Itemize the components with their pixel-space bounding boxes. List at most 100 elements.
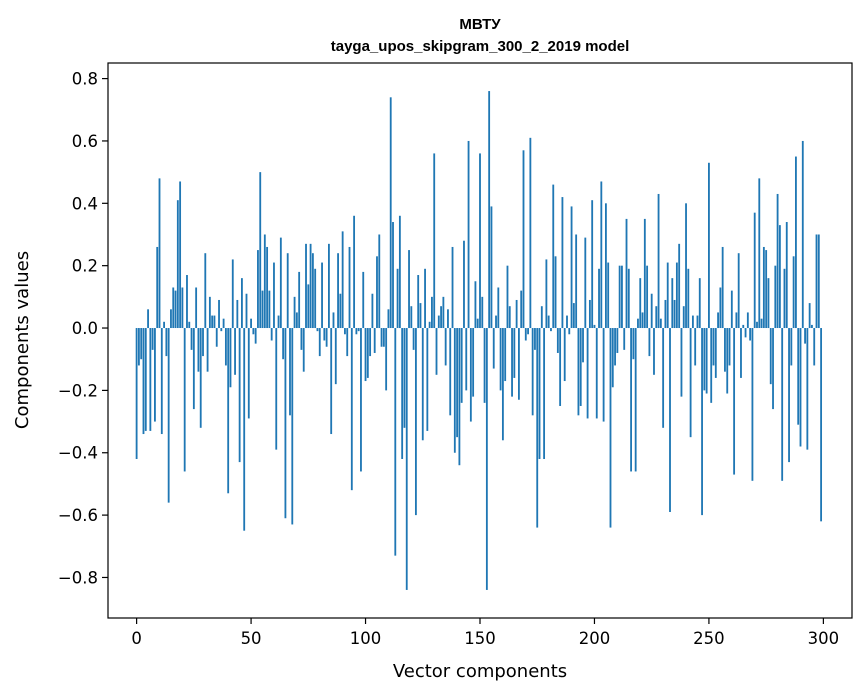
bar bbox=[325, 328, 328, 347]
bar bbox=[479, 153, 481, 329]
bar bbox=[410, 306, 413, 329]
bar bbox=[291, 328, 294, 525]
bar bbox=[666, 262, 669, 329]
y-tick-label: 0.4 bbox=[72, 194, 98, 213]
bar bbox=[497, 287, 500, 329]
bar bbox=[137, 328, 140, 366]
bar bbox=[236, 299, 239, 329]
bar bbox=[215, 328, 218, 347]
bar bbox=[167, 328, 170, 503]
bar bbox=[769, 328, 772, 385]
bar bbox=[275, 328, 278, 450]
bar bbox=[353, 215, 356, 329]
y-tick-label: 0.0 bbox=[72, 319, 98, 338]
bar bbox=[737, 253, 740, 329]
bar bbox=[657, 193, 660, 329]
bar bbox=[360, 328, 362, 472]
bar bbox=[405, 328, 408, 590]
y-tick-label: −0.6 bbox=[58, 506, 98, 525]
bar bbox=[401, 328, 404, 459]
bar bbox=[648, 328, 651, 357]
x-tick-label: 300 bbox=[808, 629, 840, 648]
bar bbox=[481, 296, 484, 329]
bar bbox=[254, 328, 257, 344]
bar bbox=[165, 328, 168, 357]
bar bbox=[243, 328, 246, 531]
bar bbox=[428, 321, 431, 329]
bar bbox=[621, 265, 623, 329]
bar bbox=[735, 312, 738, 329]
bar bbox=[724, 328, 726, 372]
bar bbox=[483, 328, 486, 403]
bar bbox=[600, 181, 603, 329]
bar bbox=[717, 312, 719, 329]
bar bbox=[774, 265, 777, 329]
bar bbox=[170, 309, 172, 329]
bar bbox=[382, 328, 385, 347]
bar bbox=[508, 306, 511, 329]
bar bbox=[765, 250, 768, 329]
bar bbox=[511, 328, 513, 397]
bar bbox=[575, 234, 578, 329]
bar bbox=[790, 328, 793, 366]
bar bbox=[641, 312, 644, 329]
y-tick-label: 0.8 bbox=[72, 70, 98, 89]
bar bbox=[176, 200, 179, 329]
bar bbox=[492, 328, 495, 369]
bar bbox=[334, 328, 337, 385]
bar bbox=[742, 324, 745, 329]
bar bbox=[140, 328, 143, 360]
bar bbox=[701, 328, 703, 516]
bar bbox=[431, 296, 433, 329]
bar bbox=[186, 275, 188, 329]
bar bbox=[330, 328, 333, 435]
x-tick-label: 0 bbox=[131, 629, 142, 648]
bar bbox=[414, 328, 417, 516]
bar bbox=[524, 328, 527, 341]
bar bbox=[712, 328, 715, 366]
bar bbox=[568, 328, 571, 335]
bar bbox=[305, 243, 307, 329]
bar bbox=[703, 328, 706, 391]
bar bbox=[598, 268, 600, 329]
bar bbox=[282, 328, 285, 360]
bar bbox=[634, 328, 637, 472]
bar bbox=[534, 328, 536, 350]
bar bbox=[630, 328, 632, 472]
bar bbox=[522, 150, 525, 329]
bar bbox=[369, 328, 372, 357]
bar bbox=[421, 328, 424, 441]
bar bbox=[163, 321, 165, 329]
bar bbox=[234, 328, 236, 375]
bar bbox=[350, 328, 353, 491]
bar bbox=[218, 299, 220, 329]
bar bbox=[447, 309, 449, 329]
bar bbox=[346, 328, 349, 357]
bar bbox=[751, 328, 754, 481]
bar bbox=[323, 328, 326, 341]
bar bbox=[245, 293, 248, 329]
bar bbox=[815, 234, 818, 329]
bar bbox=[678, 243, 681, 329]
bar bbox=[778, 225, 781, 329]
bar bbox=[817, 234, 820, 329]
bar bbox=[740, 328, 742, 378]
bar bbox=[222, 318, 225, 329]
bar bbox=[820, 328, 823, 522]
bar bbox=[469, 328, 472, 422]
bar bbox=[211, 315, 214, 329]
bar bbox=[632, 328, 635, 360]
bar bbox=[639, 278, 642, 329]
bar bbox=[158, 178, 161, 329]
bar bbox=[424, 268, 426, 329]
bar bbox=[499, 328, 502, 391]
bar bbox=[442, 296, 445, 329]
bar bbox=[355, 328, 358, 335]
bar bbox=[811, 324, 813, 329]
bar bbox=[398, 215, 401, 329]
bar bbox=[698, 278, 701, 329]
bar bbox=[268, 290, 271, 329]
y-tick-label: −0.4 bbox=[58, 444, 98, 463]
bar bbox=[440, 306, 442, 329]
